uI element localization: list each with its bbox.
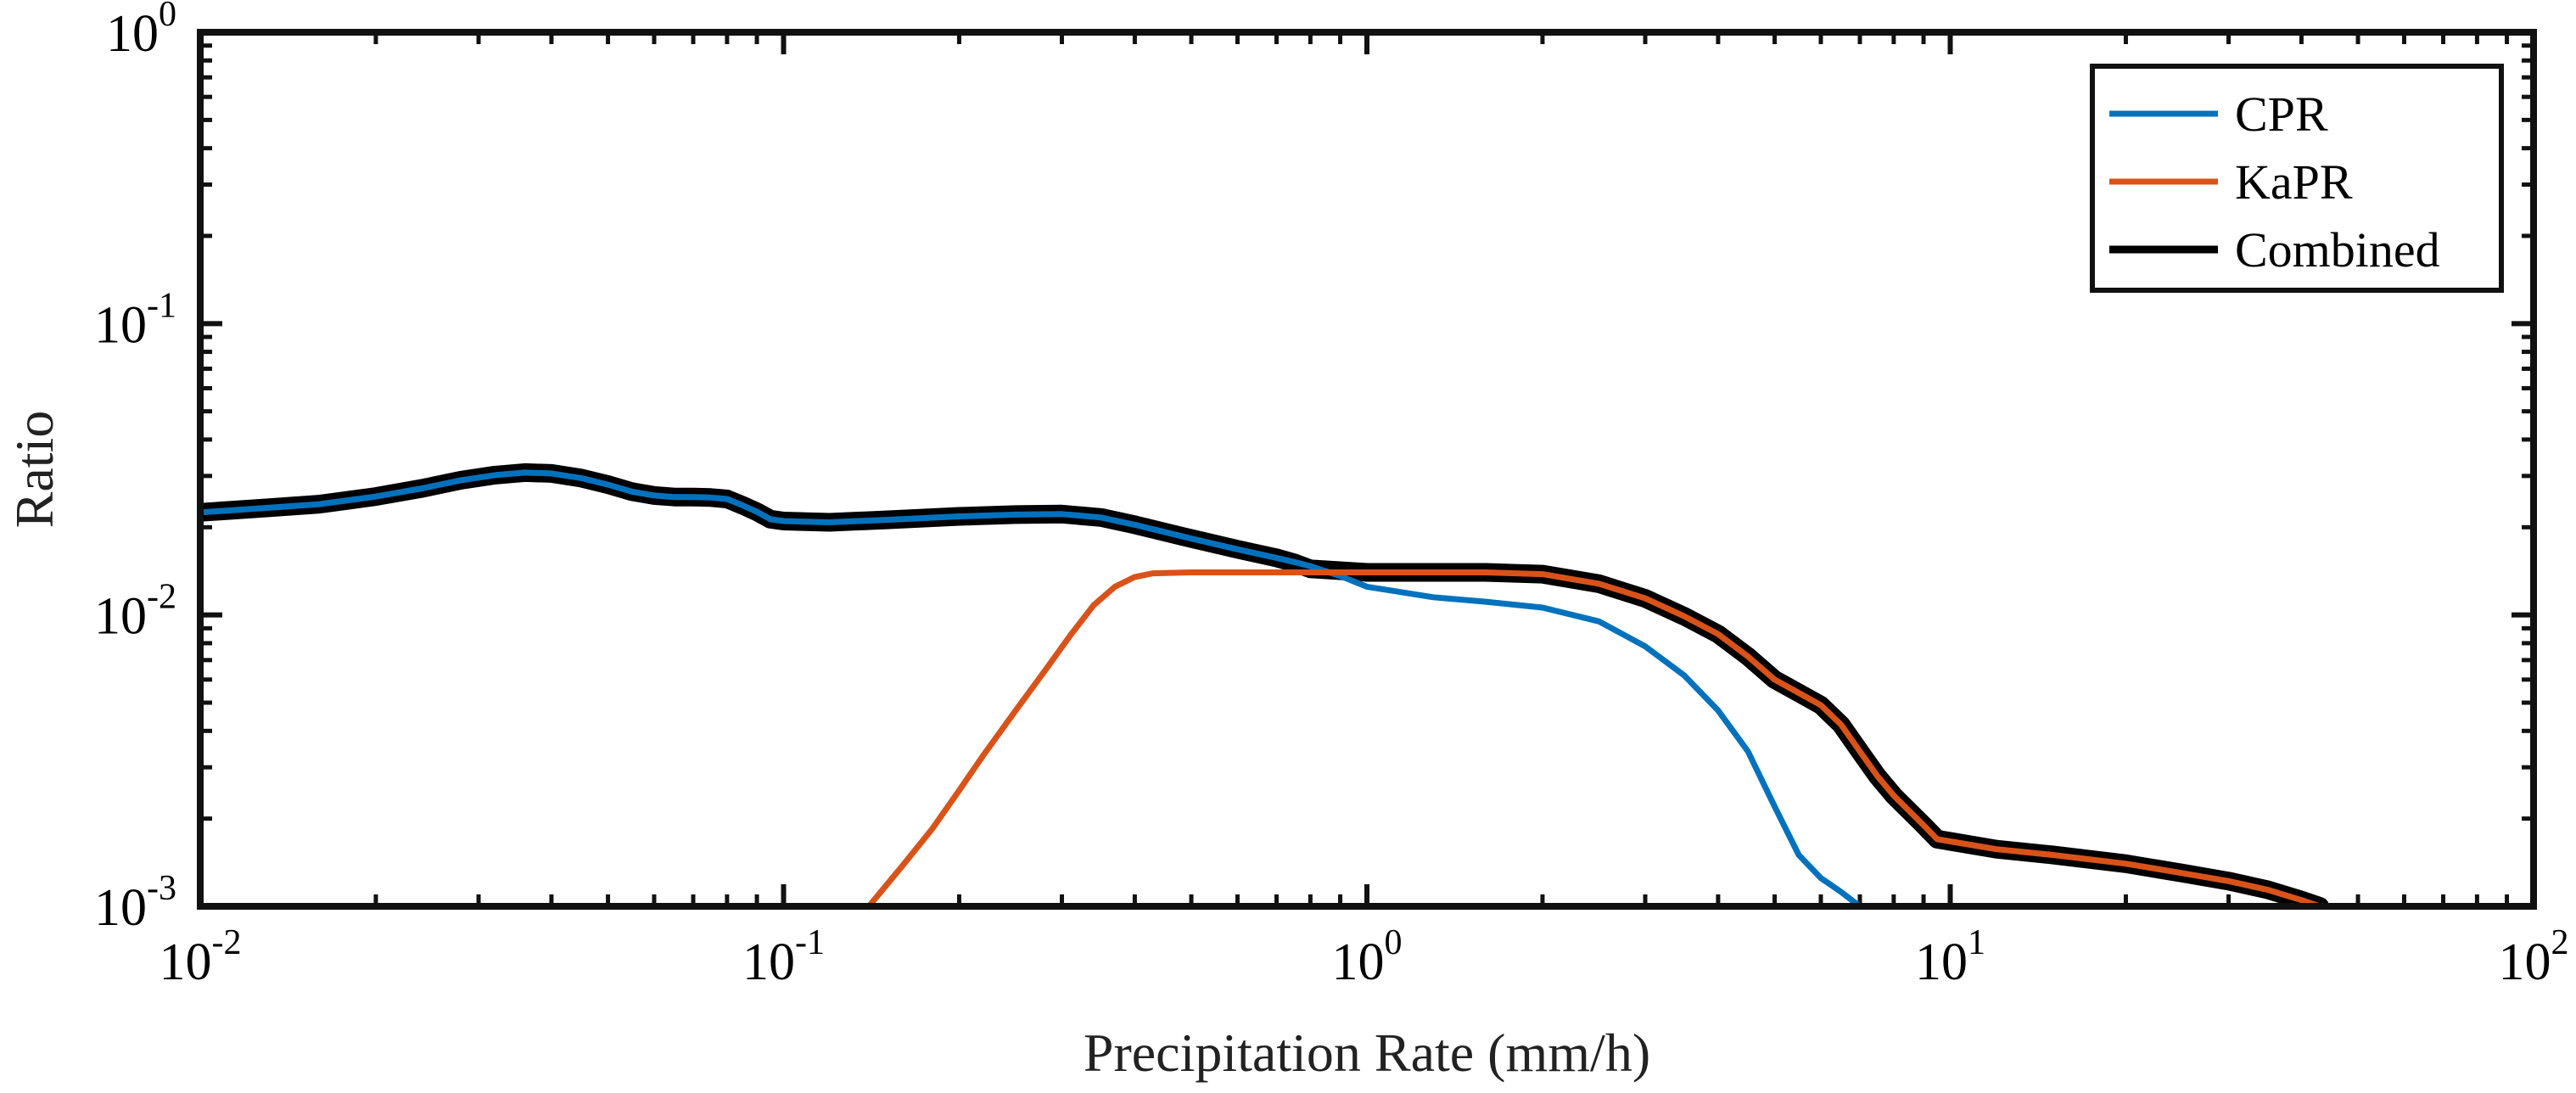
x-tick-label: 101: [1915, 923, 1985, 991]
legend: CPR KaPR Combined: [2090, 64, 2504, 293]
x-tick-label: 10-2: [160, 923, 242, 991]
legend-label: KaPR: [2235, 154, 2353, 210]
legend-label: CPR: [2235, 87, 2328, 142]
plot-frame: [197, 29, 2537, 910]
series-kapr-line: [865, 569, 2323, 906]
y-tick-label: 100: [106, 0, 176, 63]
y-tick-labels: 10-3 10-2 10-1 100: [94, 0, 176, 937]
y-tick-label: 10-2: [94, 578, 176, 646]
legend-label: Combined: [2235, 222, 2440, 277]
x-axis-title: Precipitation Rate (mm/h): [1084, 1023, 1650, 1083]
x-tick-labels: 10-2 10-1 100 101 102: [160, 923, 2569, 991]
x-tick-label: 102: [2499, 923, 2569, 991]
y-tick-label: 10-3: [94, 869, 176, 937]
x-tick-label: 10-1: [742, 923, 825, 991]
y-tick-label: 10-1: [94, 286, 176, 354]
y-axis-title: Ratio: [4, 411, 64, 529]
x-tick-label: 100: [1332, 923, 1403, 991]
series-layer: [200, 462, 2329, 906]
series-cpr-line: [200, 469, 1863, 906]
